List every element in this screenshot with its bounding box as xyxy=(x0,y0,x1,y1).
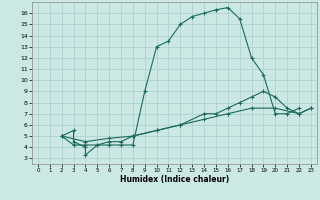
X-axis label: Humidex (Indice chaleur): Humidex (Indice chaleur) xyxy=(120,175,229,184)
